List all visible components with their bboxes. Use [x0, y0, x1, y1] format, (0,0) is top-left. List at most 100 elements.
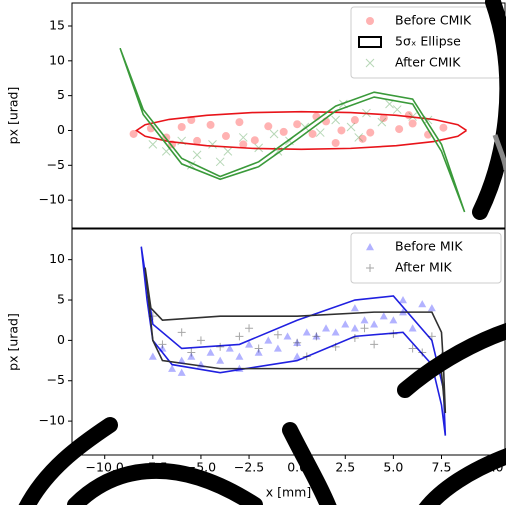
- point: [293, 120, 302, 129]
- point: [273, 330, 282, 339]
- point: [129, 129, 138, 138]
- point: [399, 308, 408, 316]
- point: [346, 122, 356, 132]
- point: [273, 147, 283, 156]
- point: [395, 125, 404, 134]
- legend-marker: [365, 58, 375, 68]
- point: [223, 147, 233, 156]
- point: [331, 139, 340, 148]
- point: [254, 348, 263, 356]
- point: [187, 352, 196, 360]
- occlusion: [397, 322, 506, 398]
- point: [399, 296, 408, 304]
- point: [235, 364, 244, 372]
- plot-area: [140, 246, 447, 436]
- point: [158, 344, 167, 352]
- point: [238, 133, 248, 142]
- occlusion: [418, 447, 506, 505]
- point: [392, 105, 402, 114]
- y-tick-label: 5: [57, 87, 65, 102]
- point: [187, 116, 196, 125]
- point: [158, 340, 167, 349]
- point: [264, 122, 273, 131]
- point: [186, 160, 196, 170]
- point: [302, 352, 311, 361]
- point: [423, 115, 433, 125]
- point: [389, 316, 398, 324]
- legend-patch: [358, 36, 382, 48]
- point: [377, 117, 387, 127]
- point: [379, 312, 388, 320]
- point: [177, 356, 186, 364]
- point: [315, 128, 325, 137]
- point: [312, 332, 321, 340]
- point: [370, 320, 379, 328]
- point: [408, 112, 417, 121]
- point: [358, 134, 367, 143]
- point: [177, 136, 187, 146]
- point: [427, 304, 436, 312]
- legend-marker: [366, 243, 374, 251]
- point: [293, 352, 302, 360]
- point: [370, 340, 379, 349]
- point: [177, 328, 186, 337]
- point: [206, 348, 215, 356]
- point: [341, 320, 350, 328]
- y-tick-label: −10: [39, 413, 65, 428]
- point: [216, 342, 225, 351]
- legend-marker: [366, 264, 374, 272]
- point: [177, 122, 186, 131]
- point: [215, 157, 225, 167]
- legend-label: Before CMIK: [395, 13, 472, 28]
- y-tick-label: 10: [49, 251, 65, 266]
- point: [331, 328, 340, 336]
- point: [379, 113, 388, 122]
- point: [337, 126, 346, 135]
- y-tick-label: 0: [57, 122, 65, 137]
- point: [273, 344, 282, 352]
- point: [279, 127, 288, 136]
- point: [196, 360, 205, 368]
- occlusion: [282, 422, 337, 505]
- point: [418, 348, 427, 357]
- point: [350, 333, 359, 342]
- point: [389, 329, 398, 338]
- point: [308, 129, 317, 138]
- point: [439, 123, 448, 132]
- point: [254, 143, 264, 153]
- point: [360, 316, 369, 324]
- point: [385, 99, 394, 109]
- point: [264, 336, 273, 344]
- y-tick-label: 15: [49, 17, 65, 32]
- curve: [119, 47, 466, 213]
- point: [161, 147, 171, 156]
- occlusion: [18, 417, 263, 505]
- y-tick-label: −5: [47, 372, 65, 387]
- legend-label: After MIK: [395, 260, 452, 275]
- x-tick-label: −2.5: [234, 460, 264, 475]
- point: [350, 304, 359, 312]
- y-axis-label: px [urad]: [6, 313, 21, 371]
- x-axis-label: x [mm]: [266, 485, 311, 500]
- point: [235, 118, 244, 127]
- y-axis-label: px [urad]: [6, 87, 21, 145]
- point: [360, 324, 369, 333]
- curve: [140, 246, 447, 436]
- legend-label: 5σₓ Ellipse: [395, 34, 461, 49]
- point: [366, 128, 375, 137]
- y-tick-label: −10: [39, 192, 65, 207]
- point: [216, 356, 225, 364]
- point: [312, 332, 321, 341]
- point: [196, 336, 205, 345]
- point: [245, 324, 254, 333]
- legend-label: Before MIK: [395, 239, 463, 254]
- point: [148, 312, 157, 321]
- point: [192, 150, 202, 160]
- curve: [144, 267, 447, 414]
- point: [148, 352, 157, 360]
- point: [148, 140, 158, 149]
- point: [283, 332, 292, 340]
- point: [354, 133, 364, 142]
- x-tick-label: 7.5: [432, 460, 452, 475]
